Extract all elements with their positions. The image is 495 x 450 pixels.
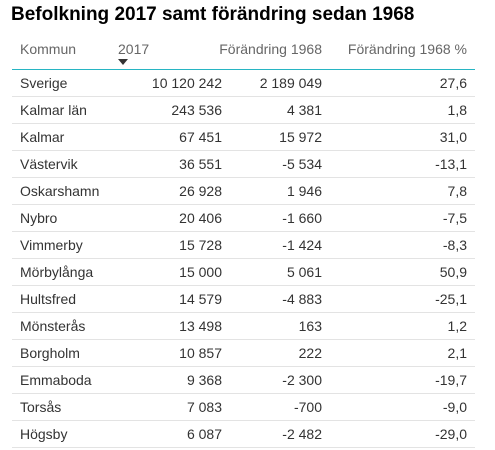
- cell-forandring-1968-pct: 7,8: [447, 183, 467, 199]
- cell-2017: 15 000: [179, 264, 222, 280]
- cell-2017: 15 728: [179, 237, 222, 253]
- cell-forandring-1968-pct: 2,1: [447, 345, 467, 361]
- cell-forandring-1968: 163: [298, 318, 322, 334]
- cell-forandring-1968: -5 534: [282, 156, 322, 172]
- table-body: Sverige 10 120 242 2 189 049 27,6 Kalmar län…: [12, 70, 475, 448]
- cell-2017: 67 451: [179, 129, 222, 145]
- table-row[interactable]: Hultsfred 14 579 -4 883 -25,1: [12, 286, 475, 313]
- cell-kommun: Västervik: [20, 156, 78, 172]
- table-row[interactable]: Kalmar län 243 536 4 381 1,8: [12, 97, 475, 124]
- cell-kommun: Emmaboda: [20, 372, 92, 388]
- column-header-forandring-1968-pct[interactable]: Förändring 1968 %: [347, 41, 467, 57]
- population-table: Kommun 2017 Förändring 1968 Förändring 1…: [12, 36, 475, 448]
- cell-2017: 6 087: [186, 426, 222, 442]
- cell-forandring-1968: 222: [298, 345, 322, 361]
- cell-forandring-1968: -1 424: [282, 237, 322, 253]
- column-header-2017[interactable]: 2017: [118, 41, 150, 57]
- table-row[interactable]: Emmaboda 9 368 -2 300 -19,7: [12, 367, 475, 394]
- cell-kommun: Högsby: [20, 426, 68, 442]
- cell-forandring-1968: 2 189 049: [259, 75, 322, 91]
- cell-2017: 7 083: [186, 399, 222, 415]
- cell-kommun: Oskarshamn: [20, 183, 100, 199]
- table-row[interactable]: Mönsterås 13 498 163 1,2: [12, 313, 475, 340]
- cell-2017: 26 928: [179, 183, 222, 199]
- cell-kommun: Vimmerby: [20, 237, 83, 253]
- table-header: Kommun 2017 Förändring 1968 Förändring 1…: [12, 36, 475, 70]
- cell-forandring-1968: -1 660: [282, 210, 322, 226]
- cell-forandring-1968-pct: 50,9: [439, 264, 467, 280]
- table-row[interactable]: Nybro 20 406 -1 660 -7,5: [12, 205, 475, 232]
- cell-2017: 10 120 242: [151, 75, 222, 91]
- table-row[interactable]: Högsby 6 087 -2 482 -29,0: [12, 421, 475, 448]
- cell-forandring-1968-pct: 27,6: [439, 75, 467, 91]
- cell-2017: 20 406: [179, 210, 222, 226]
- cell-kommun: Mörbylånga: [20, 264, 94, 280]
- cell-2017: 10 857: [179, 345, 222, 361]
- column-header-kommun[interactable]: Kommun: [20, 41, 77, 57]
- cell-kommun: Torsås: [20, 399, 62, 415]
- cell-kommun: Sverige: [20, 75, 68, 91]
- table-row[interactable]: Mörbylånga 15 000 5 061 50,9: [12, 259, 475, 286]
- cell-forandring-1968-pct: 1,8: [447, 102, 467, 118]
- cell-2017: 13 498: [179, 318, 222, 334]
- cell-forandring-1968-pct: -13,1: [435, 156, 467, 172]
- cell-forandring-1968-pct: -7,5: [442, 210, 467, 226]
- cell-forandring-1968: -4 883: [282, 291, 322, 307]
- cell-forandring-1968: -2 482: [282, 426, 322, 442]
- table-title: Befolkning 2017 samt förändring sedan 19…: [11, 4, 415, 25]
- table-row[interactable]: Sverige 10 120 242 2 189 049 27,6: [12, 70, 475, 97]
- cell-kommun: Mönsterås: [20, 318, 86, 334]
- cell-forandring-1968: 5 061: [286, 264, 322, 280]
- cell-kommun: Kalmar län: [20, 102, 87, 118]
- table-row[interactable]: Kalmar 67 451 15 972 31,0: [12, 124, 475, 151]
- cell-forandring-1968-pct: -8,3: [442, 237, 467, 253]
- cell-kommun: Kalmar: [20, 129, 65, 145]
- table-row[interactable]: Oskarshamn 26 928 1 946 7,8: [12, 178, 475, 205]
- cell-2017: 36 551: [179, 156, 222, 172]
- cell-2017: 243 536: [171, 102, 222, 118]
- cell-2017: 14 579: [179, 291, 222, 307]
- column-header-forandring-1968[interactable]: Förändring 1968: [219, 41, 322, 57]
- cell-kommun: Hultsfred: [20, 291, 77, 307]
- cell-forandring-1968-pct: -9,0: [442, 399, 467, 415]
- table-row[interactable]: Borgholm 10 857 222 2,1: [12, 340, 475, 367]
- cell-kommun: Borgholm: [20, 345, 80, 361]
- cell-2017: 9 368: [186, 372, 222, 388]
- sort-descending-icon[interactable]: [118, 59, 128, 65]
- cell-forandring-1968: 15 972: [279, 129, 322, 145]
- cell-forandring-1968-pct: -19,7: [435, 372, 467, 388]
- table-row[interactable]: Torsås 7 083 -700 -9,0: [12, 394, 475, 421]
- cell-forandring-1968: 1 946: [286, 183, 322, 199]
- table-row[interactable]: Västervik 36 551 -5 534 -13,1: [12, 151, 475, 178]
- cell-kommun: Nybro: [20, 210, 58, 226]
- cell-forandring-1968: -2 300: [282, 372, 322, 388]
- cell-forandring-1968: -700: [293, 399, 322, 415]
- cell-forandring-1968-pct: -25,1: [435, 291, 467, 307]
- cell-forandring-1968-pct: 1,2: [447, 318, 467, 334]
- cell-forandring-1968-pct: 31,0: [439, 129, 467, 145]
- cell-forandring-1968-pct: -29,0: [435, 426, 467, 442]
- cell-forandring-1968: 4 381: [286, 102, 322, 118]
- table-row[interactable]: Vimmerby 15 728 -1 424 -8,3: [12, 232, 475, 259]
